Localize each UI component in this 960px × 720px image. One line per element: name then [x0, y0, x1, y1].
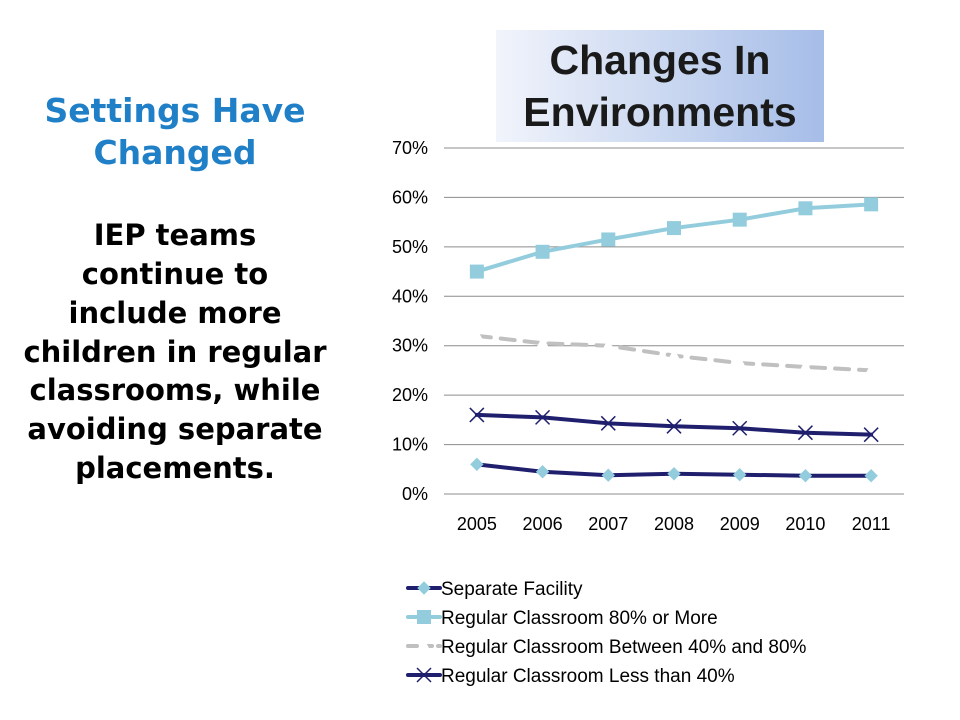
data-point-square: [798, 201, 813, 216]
y-tick-label: 0%: [402, 484, 428, 504]
data-point-square: [535, 244, 550, 259]
slide-body-text: IEP teams continue to include more child…: [23, 218, 327, 486]
data-point-square: [601, 232, 616, 247]
y-tick-label: 60%: [392, 187, 428, 207]
data-point-x: [469, 407, 485, 423]
data-point-triangle: [470, 328, 484, 342]
y-tick-label: 40%: [392, 286, 428, 306]
chart-legend: Separate Facility Regular Classroom 80% o…: [406, 579, 807, 687]
x-tick-label: 2011: [852, 514, 891, 534]
legend-label: Regular Classroom 80% or More: [441, 608, 718, 629]
y-tick-label: 50%: [392, 237, 428, 257]
data-point-x: [600, 415, 616, 431]
legend-label: Regular Classroom Between 40% and 80%: [441, 637, 807, 658]
series-group: [469, 197, 879, 279]
y-tick-label: 70%: [392, 138, 428, 158]
x-tick-label: 2010: [785, 514, 825, 534]
data-point-diamond: [601, 468, 615, 482]
data-point-x: [666, 418, 682, 434]
legend-item: Regular Classroom Between 40% and 80%: [406, 637, 807, 658]
y-tick-label: 30%: [392, 336, 428, 356]
data-point-diamond: [864, 469, 878, 483]
data-point-square: [732, 212, 747, 227]
data-point-triangle: [667, 348, 681, 362]
data-point-triangle: [798, 359, 813, 373]
data-point-diamond: [733, 468, 747, 482]
y-tick-label: 10%: [392, 435, 428, 455]
legend-label: Separate Facility: [441, 579, 583, 600]
legend-item: Regular Classroom Less than 40%: [406, 666, 735, 687]
data-point-x: [416, 667, 432, 683]
y-tick-label: 20%: [392, 385, 428, 405]
data-point-diamond: [535, 465, 550, 479]
data-point-diamond: [667, 467, 681, 481]
data-point-square: [667, 221, 681, 236]
data-point-x: [797, 425, 813, 441]
data-point-triangle: [535, 336, 550, 349]
data-point-diamond: [417, 581, 431, 595]
series-group: [470, 328, 878, 376]
data-point-x: [732, 420, 748, 436]
slide-heading: Settings Have Changed: [44, 91, 306, 173]
legend-item: Separate Facility: [406, 579, 583, 600]
x-tick-label: 2007: [588, 514, 628, 534]
series-group: [470, 457, 878, 483]
data-point-diamond: [470, 457, 484, 472]
data-point-diamond: [798, 469, 813, 483]
x-tick-label: 2008: [654, 514, 694, 534]
series-group: [469, 407, 879, 443]
data-point-triangle: [601, 338, 616, 352]
legend-item: Regular Classroom 80% or More: [406, 608, 718, 629]
data-point-triangle: [732, 355, 747, 369]
x-tick-label: 2009: [720, 514, 760, 534]
chart-title: Changes In Environments: [496, 30, 824, 142]
x-tick-label: 2006: [523, 514, 563, 534]
data-point-x: [863, 427, 879, 443]
data-point-square: [469, 264, 484, 279]
data-point-triangle: [417, 638, 431, 652]
data-point-square: [864, 197, 879, 212]
data-point-square: [417, 610, 431, 624]
x-tick-label: 2005: [457, 514, 497, 534]
data-point-x: [535, 409, 551, 425]
legend-label: Regular Classroom Less than 40%: [441, 666, 735, 687]
data-point-triangle: [864, 363, 878, 376]
